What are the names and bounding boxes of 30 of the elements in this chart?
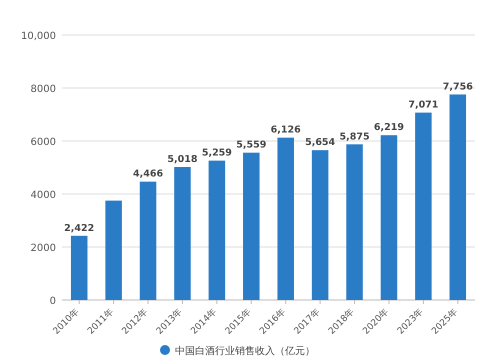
bar bbox=[208, 160, 226, 300]
data-label: 7,756 bbox=[442, 81, 474, 92]
data-label: 2,422 bbox=[64, 222, 94, 234]
bar bbox=[105, 200, 122, 300]
data-label: 4,466 bbox=[133, 168, 164, 180]
bar bbox=[415, 112, 432, 300]
data-label: 6,126 bbox=[270, 124, 302, 136]
y-tick-label: 6000 bbox=[30, 137, 56, 148]
data-label: 6,219 bbox=[374, 122, 404, 134]
y-tick-label: 4000 bbox=[30, 190, 56, 201]
y-tick-label: 8000 bbox=[30, 84, 56, 95]
bar bbox=[140, 182, 156, 300]
data-label: 5,559 bbox=[236, 140, 266, 151]
bar bbox=[243, 152, 260, 300]
bar bbox=[380, 135, 398, 300]
data-label: 5,018 bbox=[167, 154, 198, 166]
data-label: 5,654 bbox=[305, 137, 336, 148]
bar bbox=[450, 94, 466, 300]
data-label: 5,259 bbox=[202, 148, 232, 159]
data-label: 7,071 bbox=[408, 100, 438, 111]
y-tick-label: 2000 bbox=[30, 243, 56, 254]
legend-label: 中国白酒行业销售收入（亿元） bbox=[175, 345, 315, 357]
y-tick-label: 0 bbox=[50, 296, 56, 307]
y-tick-label: 10,000 bbox=[21, 31, 56, 42]
bar bbox=[174, 167, 191, 300]
bar bbox=[346, 144, 363, 300]
data-label: 5,875 bbox=[340, 131, 370, 142]
bar bbox=[312, 150, 328, 300]
bar bbox=[277, 138, 294, 300]
bar bbox=[70, 236, 88, 300]
